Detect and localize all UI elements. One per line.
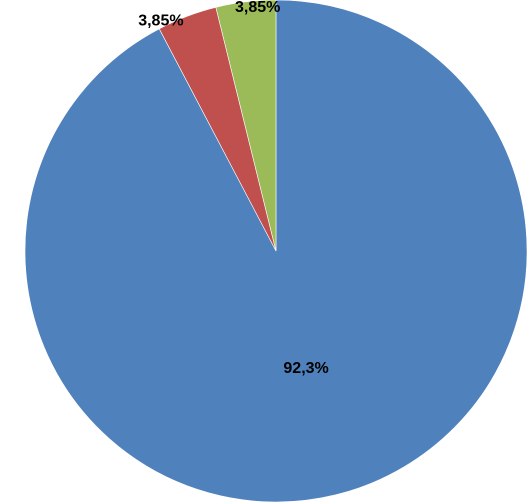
pie-data-label-3: 3,85% [235,0,280,16]
pie-data-labels: 92,3% 3,85% 3,85% [138,0,329,377]
pie-slices [24,0,528,503]
pie-data-label-1: 92,3% [283,360,328,377]
pie-slice-3 [215,0,277,252]
pie-data-label-2: 3,85% [138,12,183,29]
